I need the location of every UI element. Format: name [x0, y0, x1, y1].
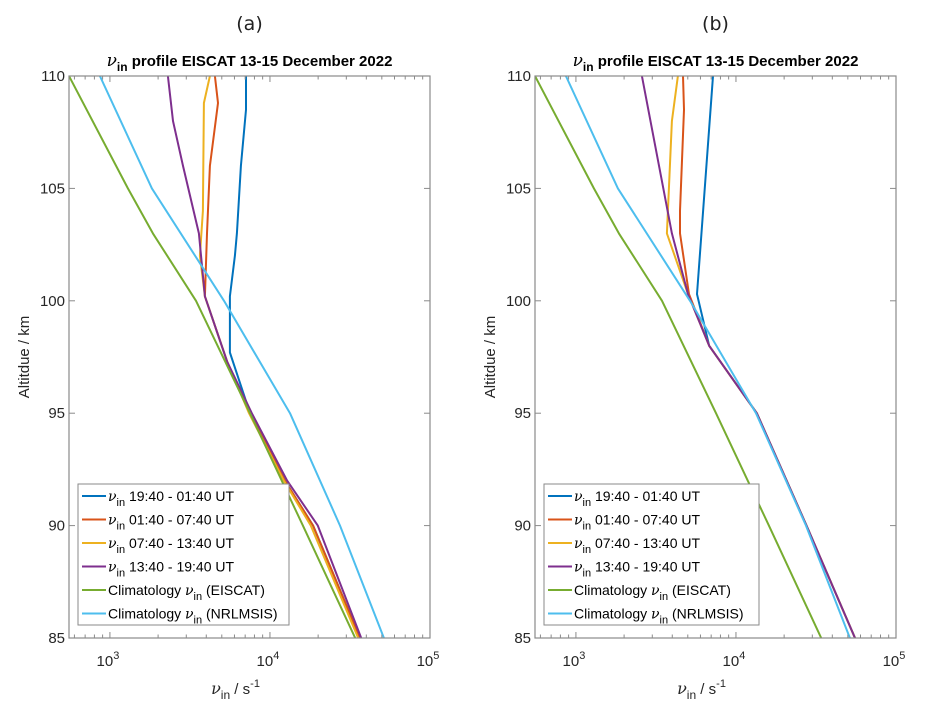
panel-label: (a)	[236, 13, 262, 35]
legend-item: νin 01:40 - 07:40 UT	[82, 512, 234, 533]
y-tick-label: 105	[40, 180, 65, 197]
series-line-5	[98, 76, 385, 638]
legend-label: Climatology νin (EISCAT)	[574, 582, 731, 603]
y-tick-label: 85	[514, 630, 531, 647]
x-tick-label: 105	[417, 650, 440, 670]
chart-title: νin profile EISCAT 13-15 December 2022	[573, 51, 859, 74]
legend-label: Climatology νin (NRLMSIS)	[108, 606, 278, 627]
legend-box	[77, 483, 290, 626]
axes-box	[68, 75, 431, 639]
panel-b: (b) νin profile EISCAT 13-15 December 202…	[482, 13, 905, 702]
legend-item: Climatology νin (NRLMSIS)	[82, 606, 278, 627]
panel-label: (b)	[702, 13, 729, 35]
series-line-4	[535, 76, 823, 638]
y-tick-label: 90	[48, 518, 65, 535]
chart-title: νin profile EISCAT 13-15 December 2022	[107, 51, 393, 74]
series-line-3	[166, 76, 363, 638]
legend-item: νin 07:40 - 13:40 UT	[82, 535, 234, 556]
y-tick-label: 100	[40, 293, 65, 310]
axes-box	[534, 75, 897, 639]
series-line-5	[564, 76, 851, 638]
y-axis-label: Altitdue / km	[16, 316, 33, 399]
legend-item: νin 07:40 - 13:40 UT	[548, 535, 700, 556]
legend: νin 19:40 - 01:40 UT νin 01:40 - 07:40 UT…	[543, 483, 760, 627]
legend-label: νin 01:40 - 07:40 UT	[108, 512, 234, 533]
legend-label: νin 19:40 - 01:40 UT	[108, 488, 234, 509]
legend-item: νin 19:40 - 01:40 UT	[548, 488, 700, 509]
legend-label: νin 13:40 - 19:40 UT	[108, 559, 234, 580]
y-tick-label: 105	[506, 180, 531, 197]
x-tick-label: 104	[723, 650, 746, 670]
plot-area	[535, 76, 856, 638]
legend-label: Climatology νin (EISCAT)	[108, 582, 265, 603]
y-tick-label: 100	[506, 293, 531, 310]
legend-label: νin 13:40 - 19:40 UT	[574, 559, 700, 580]
panel-a: (a) νin profile EISCAT 13-15 December 202…	[16, 13, 439, 702]
legend-item: νin 01:40 - 07:40 UT	[548, 512, 700, 533]
x-tick-label: 103	[97, 650, 120, 670]
y-axis-label: Altitdue / km	[482, 316, 499, 399]
legend-item: Climatology νin (EISCAT)	[548, 582, 731, 603]
legend-label: νin 19:40 - 01:40 UT	[574, 488, 700, 509]
y-tick-label: 110	[41, 68, 65, 85]
legend-box	[543, 483, 760, 626]
y-tick-label: 110	[507, 68, 531, 85]
y-tick-label: 95	[48, 405, 65, 422]
legend-item: Climatology νin (EISCAT)	[82, 582, 265, 603]
series-line-4	[69, 76, 357, 638]
legend-item: νin 13:40 - 19:40 UT	[548, 559, 700, 580]
legend-item: Climatology νin (NRLMSIS)	[548, 606, 744, 627]
x-tick-label: 105	[883, 650, 906, 670]
legend-label: Climatology νin (NRLMSIS)	[574, 606, 744, 627]
legend-item: νin 19:40 - 01:40 UT	[82, 488, 234, 509]
legend: νin 19:40 - 01:40 UT νin 01:40 - 07:40 UT…	[77, 483, 290, 627]
plot-area	[69, 76, 385, 638]
legend-item: νin 13:40 - 19:40 UT	[82, 559, 234, 580]
y-tick-label: 90	[514, 518, 531, 535]
y-tick-label: 95	[514, 405, 531, 422]
legend-label: νin 07:40 - 13:40 UT	[108, 535, 234, 556]
y-tick-label: 85	[48, 630, 65, 647]
x-tick-label: 103	[563, 650, 586, 670]
x-axis-label: νin / s-1	[211, 678, 260, 702]
legend-label: νin 07:40 - 13:40 UT	[574, 535, 700, 556]
x-axis-label: νin / s-1	[677, 678, 726, 702]
x-tick-label: 104	[257, 650, 280, 670]
legend-label: νin 01:40 - 07:40 UT	[574, 512, 700, 533]
